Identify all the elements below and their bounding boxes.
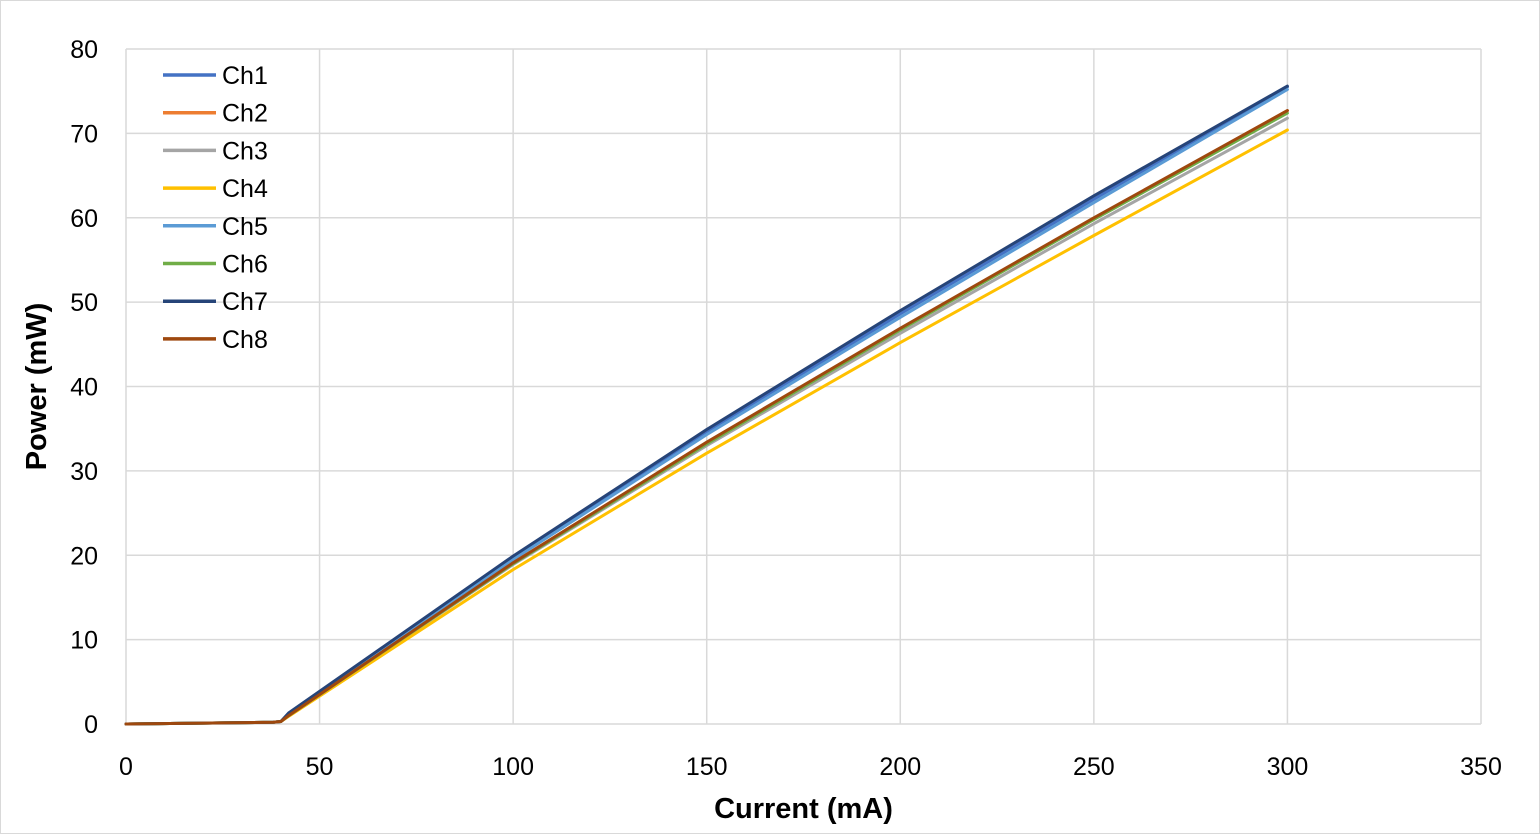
x-tick-label: 300 <box>1267 753 1309 781</box>
x-tick-label: 50 <box>306 753 334 781</box>
legend-item-ch3: Ch3 <box>163 137 268 165</box>
y-tick-label: 60 <box>70 205 98 233</box>
series-layer <box>124 84 1289 726</box>
legend-item-ch2: Ch2 <box>163 100 268 128</box>
x-tick-label: 250 <box>1073 753 1115 781</box>
x-tick-label: 0 <box>119 753 133 781</box>
legend-item-ch1: Ch1 <box>163 62 268 90</box>
y-tick-label: 10 <box>70 627 98 655</box>
legend-item-ch6: Ch6 <box>163 251 268 279</box>
y-tick-label: 40 <box>70 374 98 402</box>
y-tick-label: 20 <box>70 542 98 570</box>
legend-label: Ch2 <box>222 100 268 128</box>
y-tick-label: 0 <box>84 711 98 739</box>
legend-item-ch8: Ch8 <box>163 326 268 354</box>
legend-label: Ch6 <box>222 251 268 279</box>
x-axis-title: Current (mA) <box>714 793 893 825</box>
legend-item-ch7: Ch7 <box>163 288 268 316</box>
y-axis-ticks: 0 10 20 30 40 50 60 70 80 <box>70 36 98 739</box>
legend-label: Ch7 <box>222 288 268 316</box>
x-tick-label: 350 <box>1460 753 1502 781</box>
y-tick-label: 30 <box>70 458 98 486</box>
legend-label: Ch4 <box>222 175 268 203</box>
x-tick-label: 200 <box>879 753 921 781</box>
x-tick-label: 100 <box>492 753 534 781</box>
legend-item-ch4: Ch4 <box>163 175 268 203</box>
legend-label: Ch1 <box>222 62 268 90</box>
y-tick-label: 50 <box>70 289 98 317</box>
legend-label: Ch5 <box>222 213 268 241</box>
y-tick-label: 70 <box>70 120 98 148</box>
y-axis-title: Power (mW) <box>21 303 53 471</box>
legend: Ch1 Ch2 Ch3 Ch4 Ch5 Ch6 Ch7 Ch8 <box>163 62 268 354</box>
legend-label: Ch8 <box>222 326 268 354</box>
grid <box>125 48 1482 725</box>
x-tick-label: 150 <box>686 753 728 781</box>
legend-label: Ch3 <box>222 137 268 165</box>
y-tick-label: 80 <box>70 36 98 64</box>
x-axis-ticks: 0 50 100 150 200 250 300 350 <box>119 753 1502 781</box>
legend-item-ch5: Ch5 <box>163 213 268 241</box>
series-line-ch8 <box>124 109 1289 726</box>
